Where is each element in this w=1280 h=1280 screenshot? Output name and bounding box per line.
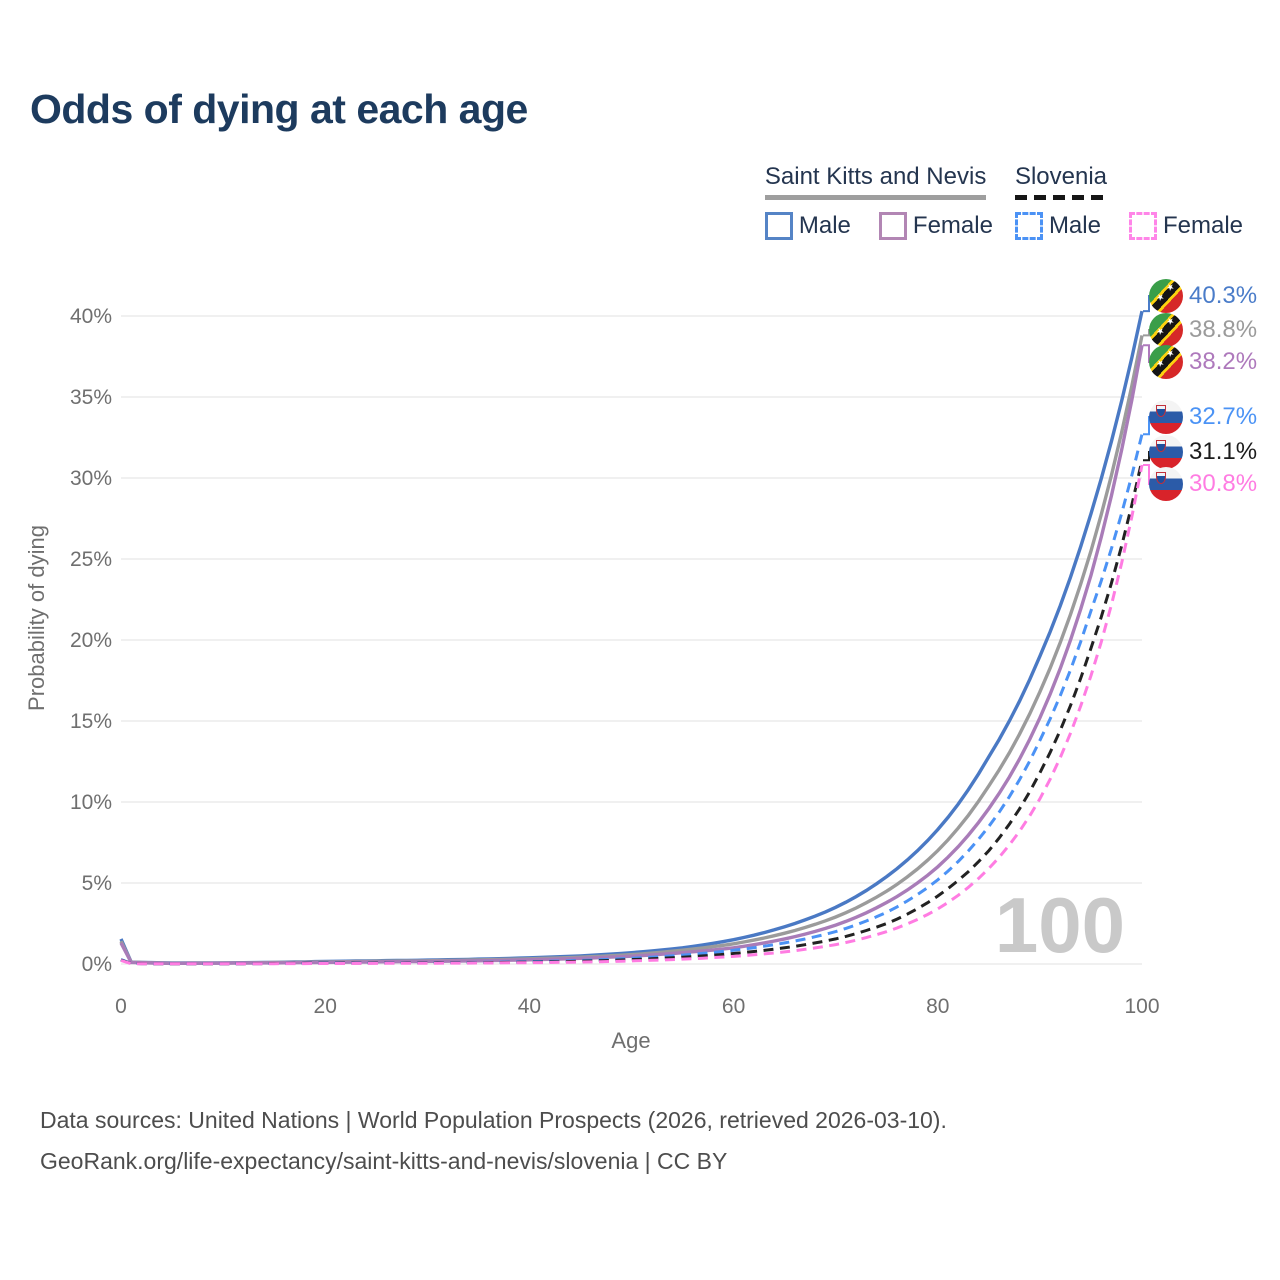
legend-items-saint-kitts-and-nevis: Male Female (764, 212, 993, 240)
skn-male-swatch-icon (764, 212, 793, 240)
legend-country-slovenia: Slovenia (1014, 163, 1108, 200)
y-tick-label: 40% (70, 305, 112, 328)
series-line-slovenia-male (120, 433, 1144, 966)
legend-item-skn-male[interactable]: Male (764, 212, 851, 240)
footer-attribution-line: GeoRank.org/life-expectancy/saint-kitts-… (40, 1148, 728, 1174)
end-label-slovenia-male: 32.7% (1149, 400, 1257, 434)
y-tick-label: 20% (70, 629, 112, 652)
legend-group-saint-kitts-and-nevis: Saint Kitts and Nevis Male Female (764, 163, 993, 240)
y-tick-label: 10% (70, 791, 112, 814)
end-label-value: 40.3% (1189, 282, 1258, 309)
x-axis-title: Age (611, 1028, 650, 1053)
series-line-slovenia-female (120, 464, 1144, 966)
x-tick-label: 40 (518, 995, 541, 1018)
series-line-slovenia-all (120, 459, 1144, 966)
saint-kitts-and-nevis-flag-icon (1149, 313, 1183, 347)
saint-kitts-and-nevis-flag-icon (1149, 279, 1183, 313)
page-title: Odds of dying at each age (30, 86, 528, 132)
series-line-skn-male (119, 310, 1144, 965)
slovenia-male-swatch-icon (1014, 212, 1043, 240)
x-tick-label: 80 (926, 995, 949, 1018)
legend-group-slovenia: Slovenia Male Female (1014, 163, 1243, 240)
footer: Data sources: United Nations | World Pop… (40, 1100, 947, 1182)
legend-item-label: Male (1048, 212, 1101, 239)
age-indicator-watermark: 100 (995, 881, 1125, 969)
legend-item-slovenia-female[interactable]: Female (1128, 212, 1243, 240)
y-tick-label: 30% (70, 467, 112, 490)
end-label-slovenia-all: 31.1% (1149, 435, 1257, 469)
series-line-skn-female (119, 344, 1144, 966)
end-label-value: 32.7% (1189, 403, 1258, 430)
legend-item-label: Male (798, 212, 851, 239)
end-label-skn-male: 40.3% (1149, 279, 1257, 313)
end-label-value: 38.2% (1189, 348, 1258, 375)
series-layer (119, 295, 1152, 966)
end-label-skn-female: 38.2% (1149, 345, 1257, 379)
slovenia-flag-icon (1149, 400, 1183, 434)
footer-source-line: Data sources: United Nations | World Pop… (40, 1107, 947, 1133)
y-axis-title: Probability of dying (24, 525, 49, 711)
y-tick-label: 35% (70, 386, 112, 409)
x-tick-label: 0 (115, 995, 127, 1018)
legend-country-saint-kitts-and-nevis: Saint Kitts and Nevis (764, 163, 987, 200)
y-tick-label: 5% (82, 872, 112, 895)
slovenia-flag-icon (1149, 467, 1183, 501)
x-tick-label: 20 (314, 995, 337, 1018)
skn-female-swatch-icon (878, 212, 907, 240)
end-label-value: 38.8% (1189, 316, 1258, 343)
series-line-skn-all (119, 335, 1144, 965)
end-label-value: 30.8% (1189, 470, 1258, 497)
legend-item-slovenia-male[interactable]: Male (1014, 212, 1101, 240)
end-label-slovenia-female: 30.8% (1149, 467, 1257, 501)
slovenia-female-swatch-icon (1128, 212, 1157, 240)
end-label-skn-all: 38.8% (1149, 313, 1257, 347)
saint-kitts-and-nevis-flag-icon (1149, 345, 1183, 379)
legend: Saint Kitts and Nevis Male Female Sloven… (764, 163, 1243, 240)
y-tick-label: 15% (70, 710, 112, 733)
legend-item-label: Female (1162, 212, 1243, 239)
legend-item-skn-female[interactable]: Female (878, 212, 993, 240)
y-tick-label: 25% (70, 548, 112, 571)
legend-item-label: Female (912, 212, 993, 239)
x-tick-label: 100 (1124, 995, 1159, 1018)
slovenia-flag-icon (1149, 435, 1183, 469)
end-label-value: 31.1% (1189, 438, 1258, 465)
legend-items-slovenia: Male Female (1014, 212, 1243, 240)
y-tick-label: 0% (82, 953, 112, 976)
x-tick-label: 60 (722, 995, 745, 1018)
